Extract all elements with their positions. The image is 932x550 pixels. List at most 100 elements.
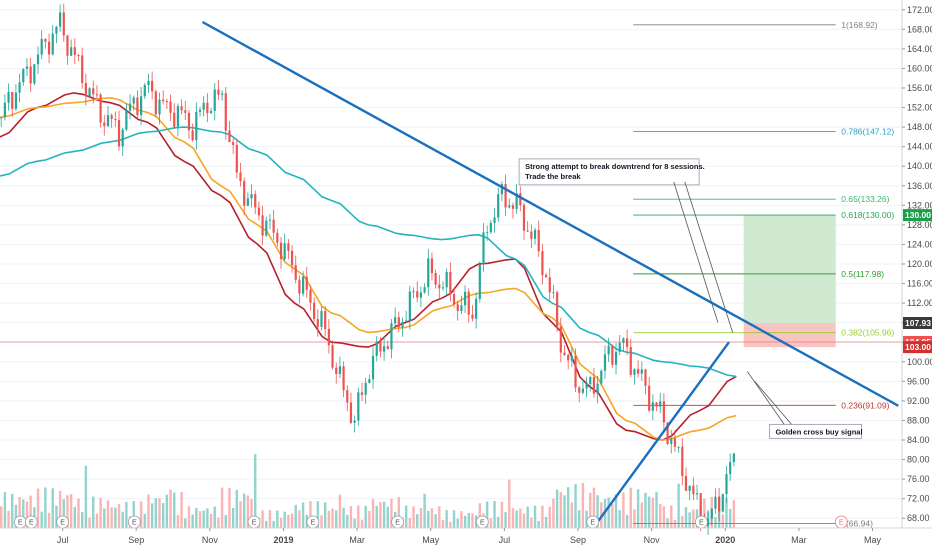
- candle-body: [143, 85, 146, 97]
- candle-body: [670, 438, 673, 444]
- candle-body: [162, 99, 165, 102]
- candle-body: [62, 12, 65, 36]
- candle-body: [165, 101, 168, 103]
- volume-bar: [430, 508, 434, 528]
- volume-bar: [511, 508, 515, 528]
- volume-bar: [371, 499, 375, 528]
- volume-bar: [644, 492, 647, 528]
- candle-body: [666, 422, 669, 444]
- price-tick-label: 84.00: [907, 435, 930, 445]
- volume-bar: [530, 517, 533, 528]
- candle-body: [125, 110, 128, 130]
- volume-bar: [504, 512, 507, 528]
- candle-body: [559, 326, 562, 353]
- price-tick-label: 72.00: [907, 494, 930, 504]
- candle-body: [228, 130, 231, 143]
- price-tick-label: 156.00: [907, 83, 932, 93]
- price-tick-label: 140.00: [907, 161, 932, 171]
- uptrend-trendline: [595, 341, 730, 525]
- candle-body: [648, 385, 651, 411]
- volume-bar: [294, 504, 297, 528]
- candle-body: [629, 347, 632, 375]
- volume-bar: [184, 518, 187, 528]
- event-marker-label: E: [311, 520, 316, 527]
- volume-bar: [7, 510, 10, 528]
- volume-bar: [471, 513, 474, 528]
- candle-body: [463, 291, 467, 306]
- candle-body: [681, 446, 684, 477]
- volume-bar: [335, 510, 338, 528]
- volume-bar: [659, 503, 662, 528]
- volume-bar: [158, 498, 161, 528]
- candle-body: [603, 354, 607, 371]
- candle-body: [578, 387, 581, 393]
- candle-body: [25, 66, 29, 69]
- time-tick-label: 2019: [273, 535, 293, 545]
- candle-body: [47, 41, 51, 55]
- volume-bar: [154, 498, 158, 528]
- candle-body: [66, 35, 69, 56]
- volume-bar: [121, 511, 124, 528]
- volume-bar: [3, 492, 7, 528]
- volume-bar: [629, 487, 632, 528]
- candle-body: [11, 92, 14, 109]
- candle-body: [408, 291, 411, 321]
- volume-bar: [566, 487, 570, 528]
- volume-bar: [14, 504, 18, 528]
- volume-bar: [732, 500, 736, 528]
- volume-bar: [636, 489, 640, 528]
- candle-body: [449, 271, 452, 295]
- candle-body: [136, 97, 139, 116]
- volume-bar: [22, 499, 25, 528]
- volume-bar: [279, 517, 283, 528]
- candle-body: [589, 377, 592, 385]
- candle-body: [452, 294, 456, 305]
- candle-body: [390, 323, 393, 350]
- volume-bar: [235, 489, 239, 528]
- candle-body: [695, 493, 699, 495]
- time-tick-label: Jul: [499, 535, 511, 545]
- volume-bar: [522, 513, 526, 528]
- candle-body: [44, 38, 47, 42]
- volume-bar: [224, 515, 227, 528]
- candle-body: [401, 321, 404, 328]
- candle-body: [184, 110, 187, 113]
- candle-body: [475, 298, 478, 319]
- volume-bar: [622, 492, 625, 528]
- candle-body: [121, 129, 124, 147]
- volume-bar: [84, 465, 88, 528]
- time-tick-label: Mar: [349, 535, 365, 545]
- time-tick-label: Sep: [570, 535, 586, 545]
- candle-body: [684, 476, 688, 491]
- candle-body: [132, 97, 135, 104]
- candle-body: [556, 292, 559, 327]
- candle-body: [114, 118, 117, 121]
- candle-body: [349, 402, 353, 423]
- candle-body: [416, 291, 419, 298]
- volume-bar: [379, 502, 382, 528]
- candle-body: [202, 102, 205, 110]
- candle-body: [313, 302, 316, 320]
- candle-body: [710, 508, 713, 519]
- price-tick-label: 168.00: [907, 24, 932, 34]
- price-tag-label: 103.00: [905, 342, 931, 352]
- price-tick-label: 92.00: [907, 396, 930, 406]
- volume-bar: [427, 510, 430, 528]
- event-marker-label: E: [699, 520, 704, 527]
- candle-body: [714, 496, 717, 509]
- price-axis[interactable]: 172.00 168.00 164.00 160.00 156.00 152.00 148.…: [901, 0, 932, 550]
- volume-bar: [684, 507, 688, 528]
- candle-body: [625, 338, 629, 348]
- volume-bar: [268, 510, 272, 528]
- event-marker-label: E: [395, 520, 400, 527]
- volume-bar: [220, 487, 224, 528]
- candle-body: [467, 291, 470, 315]
- candle-body: [29, 66, 32, 84]
- candle-body: [544, 274, 548, 278]
- time-axis[interactable]: Jul Sep Nov 2019 Mar May Jul Sep Nov 2020 Mar May: [0, 527, 932, 545]
- volume-bar: [364, 505, 367, 528]
- fib-level-label: 1(168.92): [841, 20, 878, 30]
- volume-bar: [103, 508, 106, 528]
- candle-body: [434, 273, 437, 285]
